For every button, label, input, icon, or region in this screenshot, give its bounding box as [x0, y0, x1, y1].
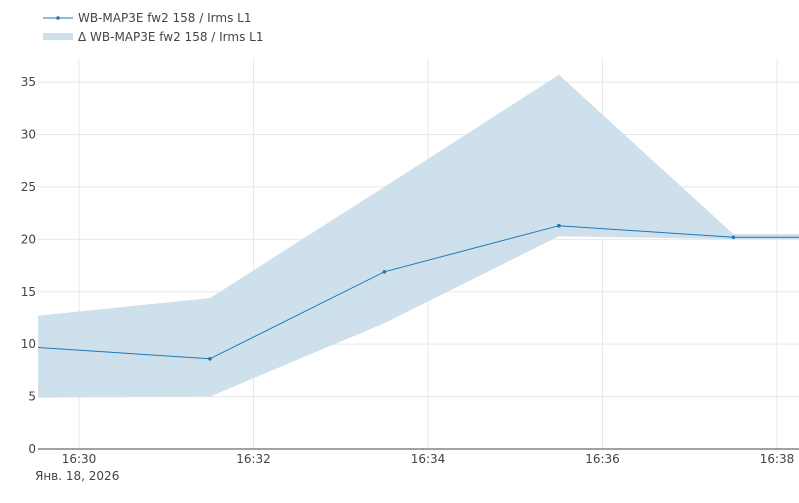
y-tick-labels: 0 5 10 15 20 25 30 35: [21, 75, 36, 456]
legend: WB-MAP3E fw2 158 / Irms L1 Δ WB-MAP3E fw…: [43, 11, 263, 44]
irms-line: [38, 225, 799, 360]
x-tick-label: 16:34: [411, 452, 446, 466]
y-tick-label: 0: [28, 442, 36, 456]
axes: 0 5 10 15 20 25 30 35 16:30 16:32 16:34 16:36 16:38…: [21, 75, 799, 483]
legend-item-line[interactable]: WB-MAP3E fw2 158 / Irms L1: [43, 11, 251, 25]
x-tick-label: 16:32: [236, 452, 271, 466]
legend-line-marker: [56, 16, 60, 20]
y-tick-label: 25: [21, 180, 36, 194]
legend-label-band: Δ WB-MAP3E fw2 158 / Irms L1: [78, 30, 263, 44]
irms-point: [557, 223, 561, 228]
legend-band-swatch: [43, 33, 73, 40]
y-tick-label: 15: [21, 285, 36, 299]
x-tick-label: 16:36: [585, 452, 620, 466]
x-date-label: Янв. 18, 2026: [35, 469, 119, 483]
legend-label-line: WB-MAP3E fw2 158 / Irms L1: [78, 11, 251, 25]
y-tick-label: 10: [21, 337, 36, 351]
irms-point: [731, 235, 736, 240]
y-tick-label: 30: [21, 128, 36, 142]
delta-band-layer: [38, 74, 799, 398]
x-tick-label: 16:38: [760, 452, 795, 466]
irms-point: [208, 357, 212, 361]
y-tick-label: 35: [21, 75, 36, 89]
irms-point: [382, 270, 387, 274]
y-tick-label: 5: [28, 390, 36, 404]
x-tick-labels: 16:30 16:32 16:34 16:36 16:38: [62, 452, 795, 466]
delta-band-area: [38, 74, 799, 398]
x-tick-label: 16:30: [62, 452, 97, 466]
legend-item-band[interactable]: Δ WB-MAP3E fw2 158 / Irms L1: [43, 30, 263, 44]
irms-line-layer: [38, 223, 799, 361]
y-tick-label: 20: [21, 232, 36, 246]
